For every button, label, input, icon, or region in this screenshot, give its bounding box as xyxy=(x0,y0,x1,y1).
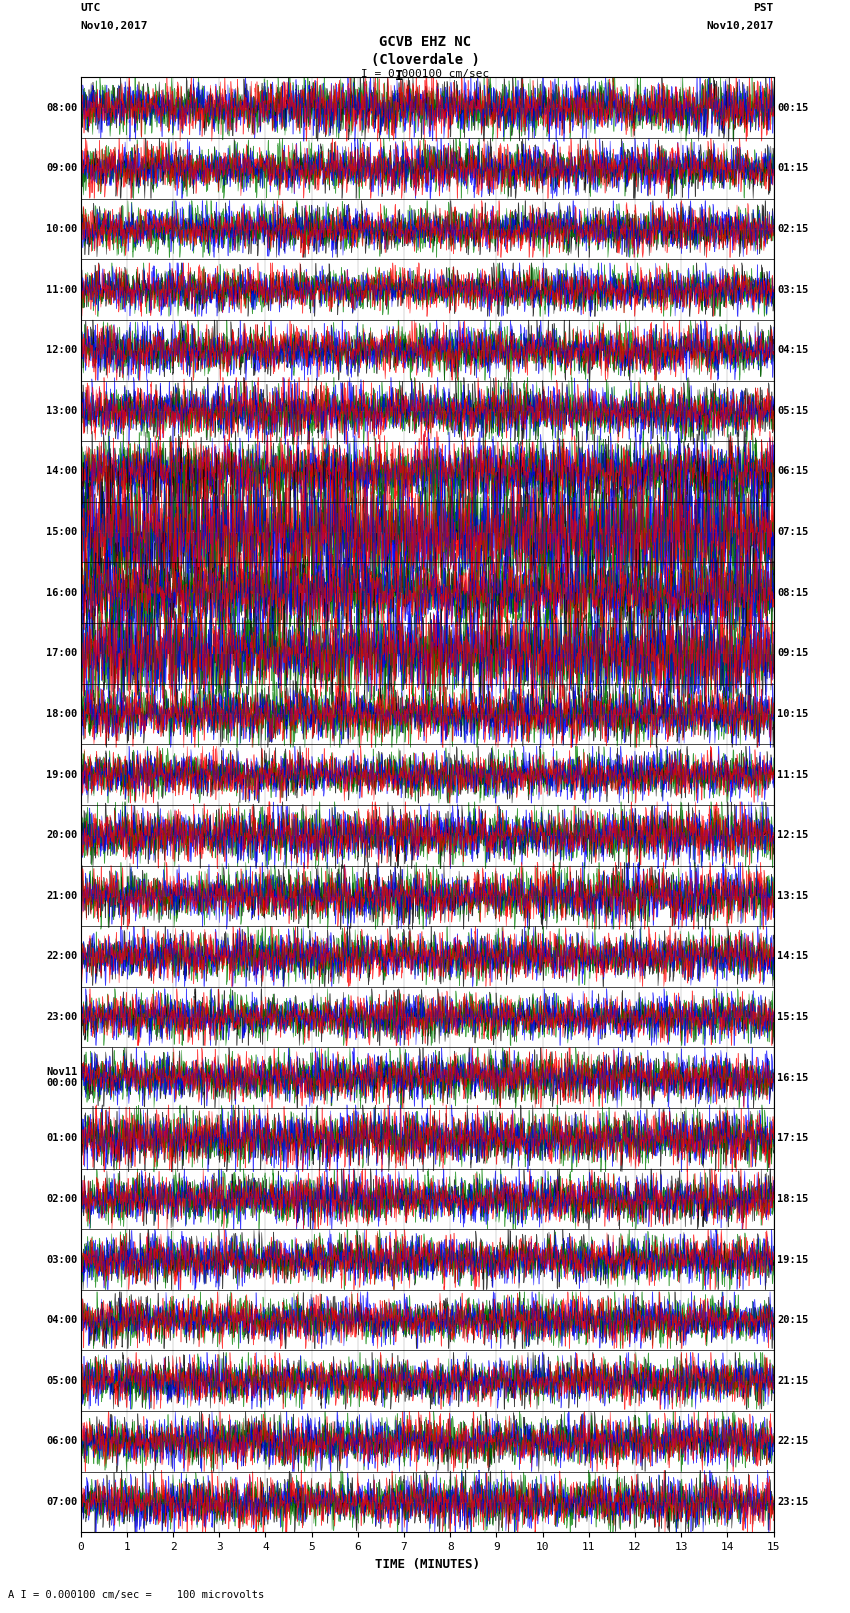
Text: 21:00: 21:00 xyxy=(46,890,77,900)
Text: Nov10,2017: Nov10,2017 xyxy=(81,21,148,31)
Text: 05:00: 05:00 xyxy=(46,1376,77,1386)
Text: 01:15: 01:15 xyxy=(777,163,808,173)
Text: 06:15: 06:15 xyxy=(777,466,808,476)
Text: 15:15: 15:15 xyxy=(777,1011,808,1023)
Text: 07:15: 07:15 xyxy=(777,527,808,537)
Text: GCVB EHZ NC: GCVB EHZ NC xyxy=(379,35,471,50)
Text: 22:00: 22:00 xyxy=(46,952,77,961)
Text: 23:15: 23:15 xyxy=(777,1497,808,1507)
Text: 15:00: 15:00 xyxy=(46,527,77,537)
Text: 13:00: 13:00 xyxy=(46,406,77,416)
Text: 12:15: 12:15 xyxy=(777,831,808,840)
Text: Nov10,2017: Nov10,2017 xyxy=(706,21,774,31)
Text: 03:00: 03:00 xyxy=(46,1255,77,1265)
Text: (Cloverdale ): (Cloverdale ) xyxy=(371,53,479,68)
Text: 10:15: 10:15 xyxy=(777,710,808,719)
Text: 21:15: 21:15 xyxy=(777,1376,808,1386)
Text: 06:00: 06:00 xyxy=(46,1437,77,1447)
Text: UTC: UTC xyxy=(81,3,101,13)
Text: Nov11
00:00: Nov11 00:00 xyxy=(46,1066,77,1089)
Text: PST: PST xyxy=(753,3,774,13)
Text: 11:00: 11:00 xyxy=(46,284,77,295)
Text: 18:15: 18:15 xyxy=(777,1194,808,1203)
Text: 02:15: 02:15 xyxy=(777,224,808,234)
Text: 05:15: 05:15 xyxy=(777,406,808,416)
Text: 09:15: 09:15 xyxy=(777,648,808,658)
Text: 14:15: 14:15 xyxy=(777,952,808,961)
Text: 20:00: 20:00 xyxy=(46,831,77,840)
Text: 22:15: 22:15 xyxy=(777,1437,808,1447)
Text: 19:00: 19:00 xyxy=(46,769,77,779)
Text: 13:15: 13:15 xyxy=(777,890,808,900)
Text: 17:00: 17:00 xyxy=(46,648,77,658)
Text: 01:00: 01:00 xyxy=(46,1134,77,1144)
Text: 08:15: 08:15 xyxy=(777,587,808,598)
Text: 17:15: 17:15 xyxy=(777,1134,808,1144)
Text: I: I xyxy=(395,69,404,84)
Text: 16:15: 16:15 xyxy=(777,1073,808,1082)
Text: 14:00: 14:00 xyxy=(46,466,77,476)
Text: I = 0.000100 cm/sec: I = 0.000100 cm/sec xyxy=(361,69,489,79)
Text: A I = 0.000100 cm/sec =    100 microvolts: A I = 0.000100 cm/sec = 100 microvolts xyxy=(8,1590,264,1600)
Text: 16:00: 16:00 xyxy=(46,587,77,598)
Text: 07:00: 07:00 xyxy=(46,1497,77,1507)
Text: 11:15: 11:15 xyxy=(777,769,808,779)
Text: 23:00: 23:00 xyxy=(46,1011,77,1023)
Text: 10:00: 10:00 xyxy=(46,224,77,234)
X-axis label: TIME (MINUTES): TIME (MINUTES) xyxy=(375,1558,479,1571)
Text: 08:00: 08:00 xyxy=(46,103,77,113)
Text: 09:00: 09:00 xyxy=(46,163,77,173)
Text: 04:15: 04:15 xyxy=(777,345,808,355)
Text: 04:00: 04:00 xyxy=(46,1315,77,1326)
Text: 00:15: 00:15 xyxy=(777,103,808,113)
Text: 19:15: 19:15 xyxy=(777,1255,808,1265)
Text: 18:00: 18:00 xyxy=(46,710,77,719)
Text: 03:15: 03:15 xyxy=(777,284,808,295)
Text: 12:00: 12:00 xyxy=(46,345,77,355)
Text: 20:15: 20:15 xyxy=(777,1315,808,1326)
Text: 02:00: 02:00 xyxy=(46,1194,77,1203)
